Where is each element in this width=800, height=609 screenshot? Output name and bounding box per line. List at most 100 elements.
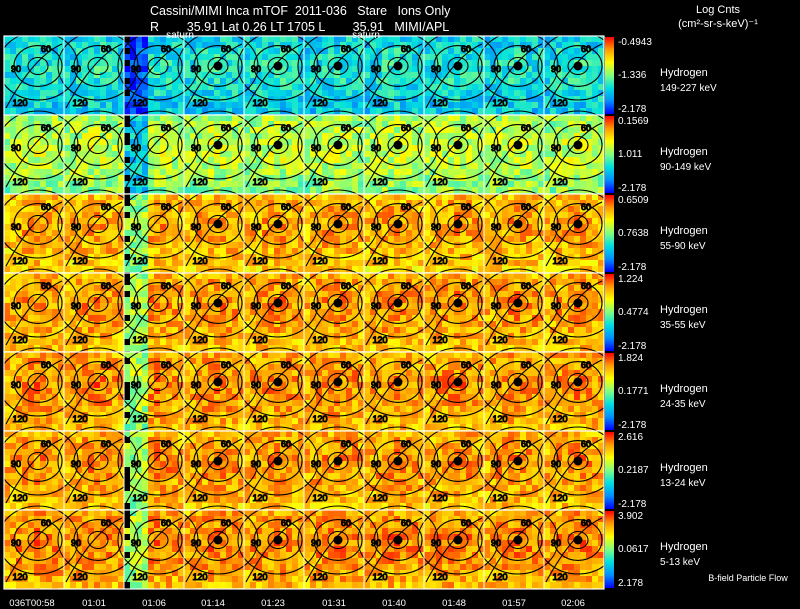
heatmap-cell: [4, 297, 10, 303]
heatmap-cell: [280, 60, 286, 66]
contour-line: [27, 56, 49, 76]
heatmap-cell: [538, 187, 544, 193]
heatmap-cell: [172, 260, 178, 266]
heatmap-cell: [76, 309, 82, 315]
heatmap-cell: [310, 157, 316, 163]
heatmap-cell: [388, 72, 394, 78]
heatmap-cell: [502, 266, 508, 272]
heatmap-cell: [520, 218, 526, 224]
heatmap-cell: [562, 66, 568, 72]
contour-label: 120: [132, 177, 147, 187]
heatmap-cell: [418, 163, 424, 169]
heatmap-cell: [76, 36, 82, 42]
heatmap-cell: [82, 303, 88, 309]
heatmap-cell: [562, 102, 568, 108]
heatmap-cell: [520, 169, 526, 175]
heatmap-cell: [40, 200, 46, 206]
heatmap-cell: [100, 236, 106, 242]
heatmap-cell: [112, 42, 118, 48]
heatmap-cell: [10, 78, 16, 84]
heatmap-cell: [148, 242, 154, 248]
heatmap-cell: [130, 187, 136, 193]
heatmap-cell: [196, 90, 202, 96]
heatmap-cell: [184, 327, 190, 333]
heatmap-cell: [508, 121, 514, 127]
heatmap-cell: [172, 248, 178, 254]
heatmap-cell: [46, 230, 52, 236]
heatmap-cell: [52, 54, 58, 60]
heatmap-cell: [466, 163, 472, 169]
heatmap-cell: [412, 242, 418, 248]
heatmap-cell: [76, 212, 82, 218]
heatmap-cell: [160, 297, 166, 303]
heatmap-cell: [520, 157, 526, 163]
heatmap-cell: [232, 248, 238, 254]
heatmap-cell: [160, 327, 166, 333]
heatmap-cell: [448, 127, 454, 133]
heatmap-cell: [376, 72, 382, 78]
heatmap-cell: [226, 36, 232, 42]
saturn-marker: [333, 61, 343, 71]
heatmap-cell: [382, 254, 388, 260]
heatmap-cell: [262, 187, 268, 193]
heatmap-cell: [196, 224, 202, 230]
heatmap-cell: [256, 157, 262, 163]
heatmap-cell: [382, 266, 388, 272]
heatmap-cell: [76, 127, 82, 133]
contour-line: [537, 31, 619, 101]
heatmap-cell: [178, 36, 184, 42]
heatmap-cell: [532, 169, 538, 175]
heatmap-cell: [442, 187, 448, 193]
heatmap-cell: [346, 206, 352, 212]
heatmap-cell: [310, 121, 316, 127]
heatmap-cell: [106, 303, 112, 309]
heatmap-cell: [280, 242, 286, 248]
heatmap-cell: [58, 181, 64, 187]
heatmap-cell: [322, 248, 328, 254]
heatmap-cell: [70, 291, 76, 297]
heatmap-cell: [472, 145, 478, 151]
heatmap-cell: [130, 285, 136, 291]
heatmap-cell: [28, 133, 34, 139]
heatmap-cell: [376, 236, 382, 242]
contour-label: 120: [12, 98, 27, 108]
heatmap-cell: [226, 121, 232, 127]
heatmap-cell: [286, 157, 292, 163]
heatmap-cell: [484, 224, 490, 230]
heatmap-cell: [574, 163, 580, 169]
contour-label: 120: [312, 256, 327, 266]
heatmap-cell: [16, 157, 22, 163]
heatmap-cell: [574, 254, 580, 260]
heatmap-cell: [76, 303, 82, 309]
heatmap-cell: [544, 72, 550, 78]
heatmap-cell: [508, 169, 514, 175]
heatmap-cell: [112, 108, 118, 114]
heatmap-cell: [376, 230, 382, 236]
heatmap-cell: [148, 230, 154, 236]
heatmap-cell: [40, 157, 46, 163]
heatmap-cell: [406, 78, 412, 84]
heatmap-cell: [520, 163, 526, 169]
heatmap-cell: [304, 133, 310, 139]
heatmap-cell: [514, 78, 520, 84]
heatmap-cell: [322, 84, 328, 90]
heatmap-cell: [64, 218, 70, 224]
heatmap-cell: [532, 230, 538, 236]
heatmap-cell: [148, 60, 154, 66]
heatmap-cell: [280, 194, 286, 200]
heatmap-cell: [46, 78, 52, 84]
heatmap-cell: [412, 108, 418, 114]
heatmap-cell: [22, 115, 28, 121]
heatmap-cell: [202, 315, 208, 321]
heatmap-cell: [340, 72, 346, 78]
heatmap-cell: [502, 108, 508, 114]
heatmap-cell: [10, 285, 16, 291]
heatmap-cell: [418, 175, 424, 181]
heatmap-cell: [4, 181, 10, 187]
heatmap-cell: [34, 84, 40, 90]
heatmap-cell: [46, 157, 52, 163]
heatmap-cell: [586, 66, 592, 72]
heatmap-cell: [262, 236, 268, 242]
heatmap-cell: [64, 194, 70, 200]
heatmap-cell: [58, 309, 64, 315]
